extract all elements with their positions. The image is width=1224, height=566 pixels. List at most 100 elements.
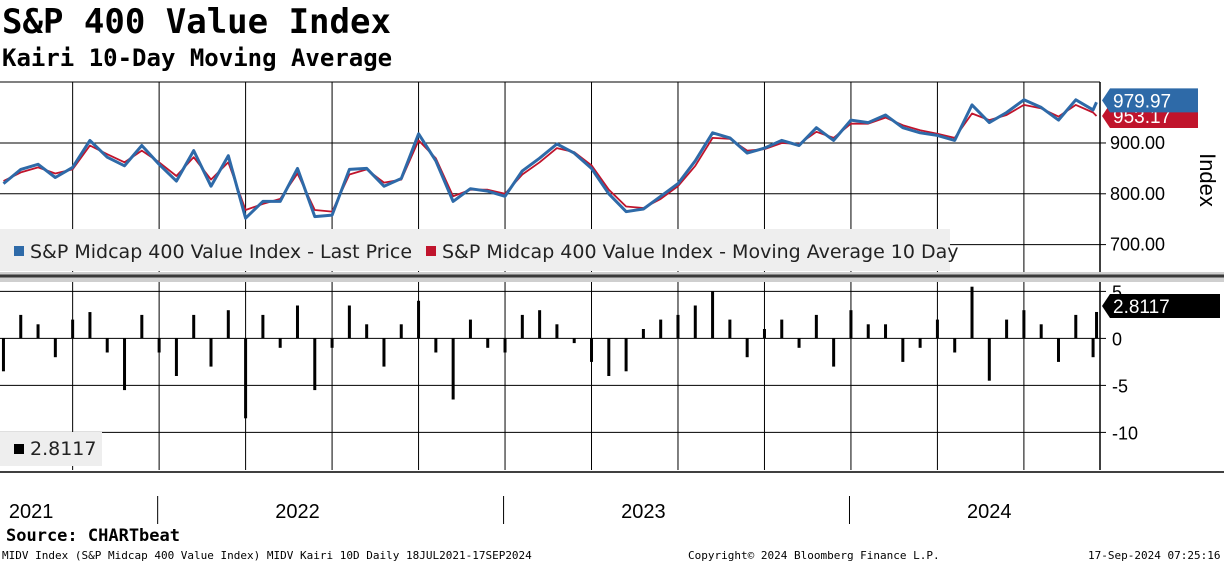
ma-series-line bbox=[3, 104, 1098, 213]
kairi-bar bbox=[1095, 311, 1099, 339]
kairi-bar bbox=[19, 314, 23, 339]
footer-center: Copyright© 2024 Bloomberg Finance L.P. bbox=[688, 549, 940, 562]
footer-right: 17-Sep-2024 07:25:16 bbox=[1088, 549, 1221, 562]
kairi-bar bbox=[814, 314, 818, 339]
kairi-bar bbox=[935, 319, 939, 339]
kairi-bar bbox=[780, 319, 784, 339]
kairi-bar bbox=[762, 329, 766, 339]
kairi-bar bbox=[884, 324, 888, 339]
legend-label-price: S&P Midcap 400 Value Index - Last Price bbox=[30, 241, 413, 263]
kairi-bar bbox=[157, 338, 161, 353]
top-ytick-label: 800.00 bbox=[1110, 184, 1165, 204]
kairi-bar bbox=[209, 338, 213, 367]
kairi-bar bbox=[607, 338, 611, 376]
kairi-bar bbox=[901, 338, 905, 362]
kairi-bar bbox=[261, 314, 265, 339]
chart-title: S&P 400 Value Index bbox=[2, 2, 391, 42]
kairi-bar bbox=[797, 338, 801, 348]
kairi-bar bbox=[382, 338, 386, 367]
kairi-bar bbox=[953, 338, 957, 353]
bottom-ytick-label: -10 bbox=[1112, 423, 1138, 443]
kairi-bar bbox=[1056, 338, 1060, 362]
kairi-bar bbox=[1091, 338, 1095, 358]
kairi-bar bbox=[434, 338, 438, 353]
kairi-bar bbox=[745, 338, 749, 358]
legend-label-kairi: 2.8117 bbox=[30, 438, 97, 460]
top-ytick-label: 700.00 bbox=[1110, 235, 1165, 255]
kairi-bar bbox=[1, 338, 5, 372]
kairi-bar bbox=[140, 314, 144, 339]
price-last-value-badge: 979.97 bbox=[1102, 88, 1198, 113]
kairi-bar bbox=[711, 291, 715, 339]
kairi-bar bbox=[399, 324, 403, 339]
kairi-bar bbox=[278, 338, 282, 348]
kairi-bar bbox=[71, 319, 75, 339]
legend-label-ma: S&P Midcap 400 Value Index - Moving Aver… bbox=[442, 241, 959, 263]
kairi-bar bbox=[866, 324, 870, 339]
kairi-bar bbox=[295, 305, 299, 339]
kairi-legend: 2.8117 bbox=[0, 432, 102, 466]
kairi-bar bbox=[970, 286, 974, 339]
kairi-bar bbox=[347, 305, 351, 339]
kairi-bar bbox=[503, 338, 507, 353]
kairi-bar bbox=[468, 319, 472, 339]
chart-subtitle: Kairi 10-Day Moving Average bbox=[2, 44, 393, 72]
x-year-label: 2023 bbox=[621, 501, 666, 523]
kairi-bar bbox=[555, 324, 559, 339]
kairi-bar bbox=[849, 310, 853, 339]
price-legend: S&P Midcap 400 Value Index - Last Price … bbox=[0, 229, 959, 271]
bottom-ytick-label: 5 bbox=[1112, 282, 1122, 302]
kairi-bar bbox=[987, 338, 991, 381]
bottom-ytick-label: 0 bbox=[1112, 329, 1122, 349]
kairi-bar bbox=[53, 338, 57, 358]
x-year-label: 2021 bbox=[9, 501, 54, 523]
kairi-bar bbox=[88, 312, 92, 339]
kairi-bar bbox=[693, 305, 697, 339]
kairi-bar bbox=[538, 310, 542, 339]
kairi-bar bbox=[641, 329, 645, 339]
bottom-ytick-label: -5 bbox=[1112, 376, 1128, 396]
price-series-line bbox=[2, 98, 1098, 220]
kairi-bar bbox=[590, 338, 594, 362]
kairi-bar bbox=[226, 310, 230, 339]
kairi-last-value-badge-label: 2.8117 bbox=[1113, 297, 1170, 318]
kairi-bar bbox=[36, 324, 40, 339]
legend-swatch-kairi bbox=[14, 444, 24, 454]
source-note: Source: CHARTbeat bbox=[6, 526, 180, 546]
kairi-bar bbox=[572, 338, 576, 344]
kairi-bar bbox=[105, 338, 109, 353]
x-year-label: 2022 bbox=[275, 501, 320, 523]
top-ylabel: Index bbox=[1195, 153, 1220, 207]
kairi-bar bbox=[174, 338, 178, 376]
kairi-bar bbox=[1074, 314, 1078, 339]
kairi-bar bbox=[1039, 324, 1043, 339]
price-last-value-badge-shape bbox=[1102, 88, 1198, 113]
top-ytick-label: 900.00 bbox=[1110, 133, 1165, 153]
kairi-bar bbox=[1022, 310, 1026, 339]
kairi-bar bbox=[192, 314, 196, 339]
kairi-bar bbox=[123, 338, 127, 391]
kairi-bar bbox=[451, 338, 455, 400]
kairi-bar bbox=[330, 338, 334, 348]
kairi-bar bbox=[417, 300, 421, 339]
kairi-bar bbox=[624, 338, 628, 372]
kairi-bar bbox=[918, 338, 922, 348]
kairi-bar bbox=[365, 324, 369, 339]
legend-swatch-price bbox=[14, 246, 24, 256]
kairi-bar bbox=[728, 319, 732, 339]
price-last-value-badge-label: 979.97 bbox=[1113, 91, 1171, 112]
kairi-bar bbox=[832, 338, 836, 367]
kairi-bar bbox=[244, 338, 248, 419]
kairi-last-value-badge-shape bbox=[1102, 293, 1220, 318]
kairi-bar bbox=[486, 338, 490, 348]
legend-swatch-ma bbox=[426, 246, 436, 256]
kairi-bar bbox=[520, 314, 524, 339]
kairi-bar bbox=[1005, 319, 1009, 339]
footer-left: MIDV Index (S&P Midcap 400 Value Index) … bbox=[2, 549, 532, 562]
x-year-label: 2024 bbox=[967, 501, 1012, 523]
kairi-bar bbox=[313, 338, 317, 391]
kairi-bar bbox=[676, 314, 680, 339]
kairi-bar bbox=[659, 319, 663, 339]
kairi-last-value-badge: 2.8117 bbox=[1102, 293, 1220, 318]
